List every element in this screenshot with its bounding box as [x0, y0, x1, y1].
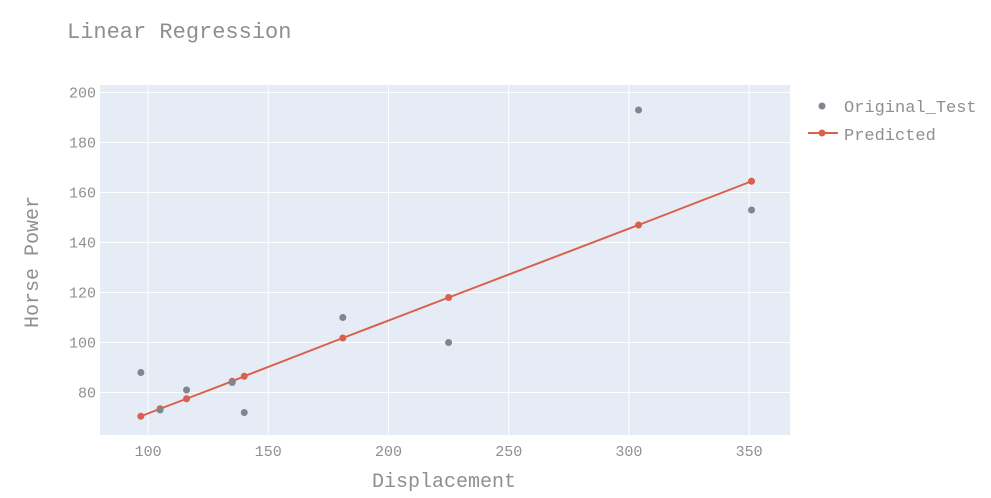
predicted-point: [240, 372, 248, 380]
original-test-point: [635, 106, 643, 114]
y-tick-label: 200: [69, 86, 96, 103]
original-test-point: [228, 379, 236, 386]
y-tick-label: 140: [69, 236, 96, 253]
x-tick-label: 200: [375, 444, 402, 461]
legend-item-original[interactable]: Original_Test: [818, 99, 977, 118]
y-axis-title: Horse Power: [22, 196, 45, 328]
predicted-point: [748, 177, 756, 185]
legend-label-predicted: Predicted: [844, 127, 936, 146]
y-tick-label: 80: [78, 386, 96, 403]
legend-marker-original: [818, 102, 826, 110]
original-test-point: [156, 406, 164, 414]
tick-labels: 100 150 200 250 300 350 80 100 120 140 160 180 200: [69, 86, 763, 462]
predicted-point: [445, 294, 453, 301]
original-test-point: [748, 206, 756, 214]
legend-marker-predicted: [818, 129, 826, 137]
x-tick-label: 150: [255, 444, 282, 461]
y-tick-label: 180: [69, 136, 96, 153]
predicted-point: [137, 412, 145, 420]
y-tick-label: 100: [69, 336, 96, 353]
original-test-point: [183, 386, 191, 394]
x-tick-label: 300: [615, 444, 642, 461]
legend[interactable]: Original_Test Predicted: [808, 99, 977, 146]
predicted-point: [183, 395, 191, 403]
y-tick-label: 120: [69, 286, 96, 303]
legend-item-predicted[interactable]: Predicted: [808, 127, 936, 146]
y-tick-label: 160: [69, 186, 96, 203]
original-test-point: [240, 409, 248, 416]
predicted-point: [635, 221, 643, 229]
original-test-point: [339, 314, 347, 321]
x-tick-label: 250: [495, 444, 522, 461]
original-test-point: [445, 339, 453, 346]
plot-area: [100, 85, 790, 435]
x-tick-label: 350: [736, 444, 763, 461]
chart-title: Linear Regression: [67, 20, 291, 45]
legend-label-original: Original_Test: [844, 99, 977, 118]
series: [137, 106, 756, 420]
x-tick-label: 100: [135, 444, 162, 461]
grid: [100, 85, 790, 435]
original-test-point: [137, 369, 145, 376]
predicted-point: [339, 334, 347, 342]
x-axis-title: Displacement: [372, 471, 516, 494]
